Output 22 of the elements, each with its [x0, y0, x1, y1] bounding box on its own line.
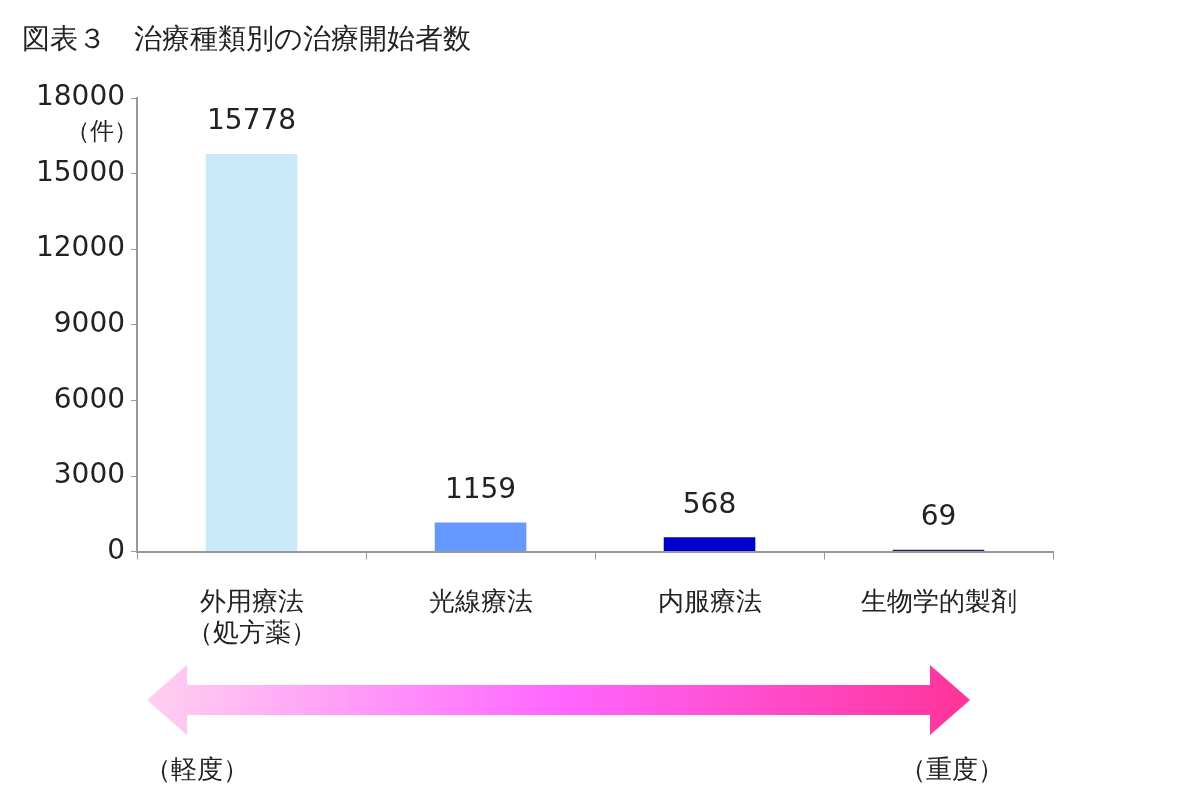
- x-tick-label: 外用療法（処方薬）: [186, 585, 317, 648]
- chart-title: 図表３ 治療種類別の治療開始者数: [22, 21, 471, 57]
- data-label: 69: [920, 499, 957, 533]
- data-label: 1159: [444, 471, 517, 505]
- data-label: 568: [682, 486, 737, 520]
- y-tick-label: 6000: [53, 381, 126, 415]
- y-tick-label: 9000: [53, 306, 126, 340]
- bar: [434, 522, 527, 552]
- text: （軽度）: [145, 753, 249, 786]
- data-label: 15778: [207, 103, 297, 137]
- y-tick-label: 0: [107, 532, 126, 566]
- bar: [663, 537, 756, 552]
- bar: [205, 153, 298, 552]
- x-tick-label: 内服療法: [657, 585, 762, 616]
- y-tick-label: 3000: [53, 457, 126, 491]
- y-tick-label: 18000: [35, 79, 126, 113]
- text: （重度）: [900, 753, 1004, 786]
- y-tick-label: 15000: [35, 154, 126, 188]
- y-axis-title: （件）: [66, 117, 139, 146]
- y-tick-label: 12000: [35, 230, 126, 264]
- x-tick-label: 光線療法: [428, 585, 533, 616]
- x-tick-label: 生物学的製剤: [860, 585, 1017, 616]
